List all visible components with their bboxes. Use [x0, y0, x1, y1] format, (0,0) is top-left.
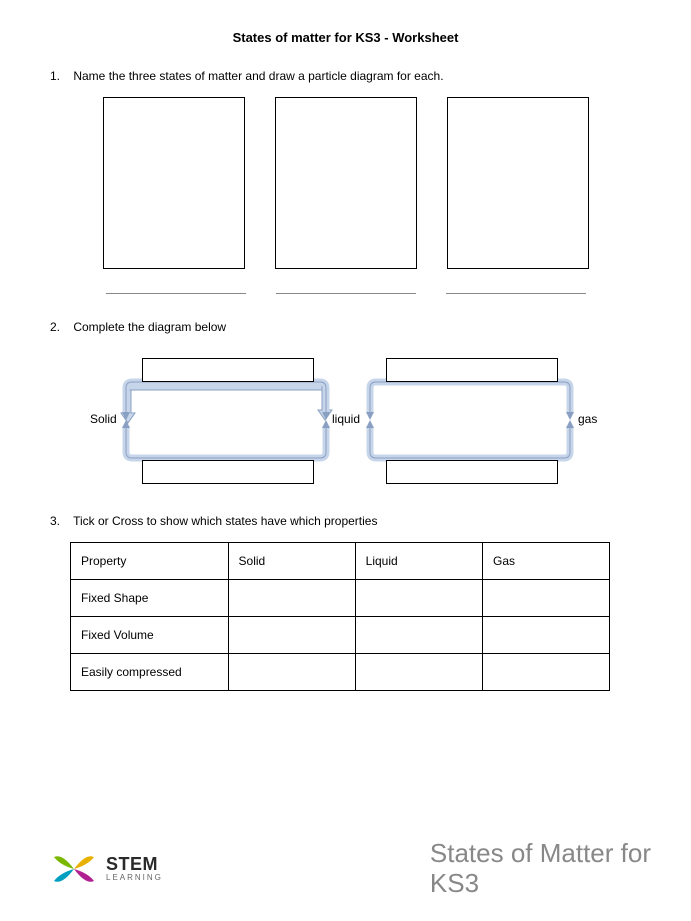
page-title: States of matter for KS3 - Worksheet — [50, 30, 641, 45]
q2-label-solid: Solid — [90, 412, 117, 426]
q2-label-gas: gas — [578, 412, 597, 426]
table-row: Fixed Volume — [71, 617, 610, 654]
q1-line-1 — [106, 279, 246, 294]
q1-box-3 — [447, 97, 589, 269]
worksheet-page: States of matter for KS3 - Worksheet 1. … — [0, 0, 691, 691]
table-row: Fixed Shape — [71, 580, 610, 617]
q2-box-top-right — [386, 358, 558, 382]
q1-underlines — [50, 279, 641, 294]
q2-number: 2. — [50, 320, 70, 334]
q3-number: 3. — [50, 514, 70, 528]
row3-gas — [483, 654, 610, 691]
q2-box-bottom-right — [386, 460, 558, 484]
row2-liquid — [355, 617, 482, 654]
row2-solid — [228, 617, 355, 654]
th-property: Property — [71, 543, 229, 580]
q2-box-top-left — [142, 358, 314, 382]
stem-logo-icon — [50, 847, 98, 891]
table-header-row: Property Solid Liquid Gas — [71, 543, 610, 580]
q1-line-2 — [276, 279, 416, 294]
footer-title: States of Matter for KS3 — [430, 839, 651, 899]
row1-prop: Fixed Shape — [71, 580, 229, 617]
logo-line1: STEM — [106, 855, 163, 874]
row1-liquid — [355, 580, 482, 617]
q1-number: 1. — [50, 69, 70, 83]
q3-text: Tick or Cross to show which states have … — [73, 514, 377, 528]
page-footer: STEM LEARNING States of Matter for KS3 — [50, 839, 651, 899]
row3-prop: Easily compressed — [71, 654, 229, 691]
q2-text: Complete the diagram below — [73, 320, 226, 334]
stem-logo-text: STEM LEARNING — [106, 855, 163, 882]
question-3: 3. Tick or Cross to show which states ha… — [50, 514, 641, 528]
q1-draw-boxes — [50, 97, 641, 269]
row2-prop: Fixed Volume — [71, 617, 229, 654]
q1-box-2 — [275, 97, 417, 269]
q1-text: Name the three states of matter and draw… — [73, 69, 443, 83]
footer-title-line2: KS3 — [430, 869, 651, 899]
footer-title-line1: States of Matter for — [430, 839, 651, 869]
row3-liquid — [355, 654, 482, 691]
q2-label-liquid: liquid — [332, 412, 360, 426]
row1-gas — [483, 580, 610, 617]
logo-line2: LEARNING — [106, 874, 163, 882]
table-row: Easily compressed — [71, 654, 610, 691]
row3-solid — [228, 654, 355, 691]
row2-gas — [483, 617, 610, 654]
q2-diagram: Solid liquid gas — [70, 348, 621, 488]
q1-line-3 — [446, 279, 586, 294]
th-liquid: Liquid — [355, 543, 482, 580]
q3-table: Property Solid Liquid Gas Fixed Shape Fi… — [70, 542, 610, 691]
row1-solid — [228, 580, 355, 617]
q1-box-1 — [103, 97, 245, 269]
question-2: 2. Complete the diagram below — [50, 320, 641, 334]
question-1: 1. Name the three states of matter and d… — [50, 69, 641, 83]
th-gas: Gas — [483, 543, 610, 580]
q2-box-bottom-left — [142, 460, 314, 484]
stem-logo: STEM LEARNING — [50, 847, 163, 891]
th-solid: Solid — [228, 543, 355, 580]
